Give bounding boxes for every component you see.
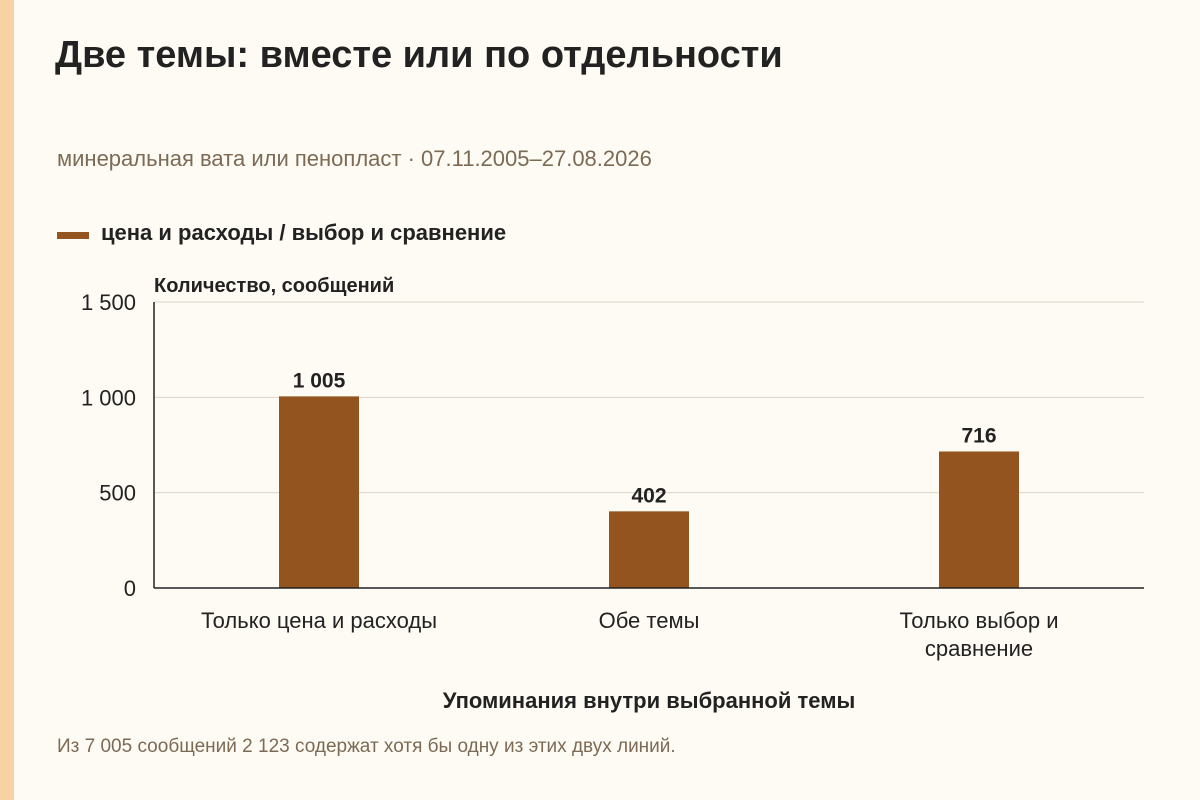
x-axis: Только цена и расходы Обе темы Только выбо… [154, 587, 1144, 661]
bar [939, 451, 1019, 588]
accent-stripe [0, 0, 14, 800]
chart-subtitle: минеральная вата или пенопласт · 07.11.2… [57, 146, 652, 171]
y-axis: 0 500 1 000 1 500 [81, 290, 155, 601]
y-tick-label: 500 [99, 481, 136, 506]
legend: цена и расходы / выбор и сравнение [57, 218, 506, 248]
bars [279, 396, 1019, 588]
x-tick-label: Только цена и расходы [201, 608, 437, 633]
legend-swatch [57, 231, 89, 239]
y-axis-title: Количество, сообщений [154, 275, 394, 297]
y-tick-label: 0 [124, 576, 136, 601]
x-tick-label: Только выбор и сравнение [900, 608, 1059, 661]
bar [609, 511, 689, 588]
y-tick-label: 1 000 [81, 385, 136, 410]
x-tick-label: Обе темы [599, 608, 700, 633]
legend-label: цена и расходы / выбор и сравнение [101, 220, 507, 245]
bar-value-label: 1 005 [293, 369, 346, 392]
x-axis-title: Упоминания внутри выбранной темы [443, 688, 856, 713]
bar-value-label: 402 [631, 484, 666, 507]
value-labels: 1 005 402 716 [293, 369, 997, 507]
y-tick-label: 1 500 [81, 290, 136, 315]
bar-value-label: 716 [961, 424, 996, 447]
footnote: Из 7 005 сообщений 2 123 содержат хотя б… [57, 736, 676, 757]
bar [279, 396, 359, 588]
chart-title: Две темы: вместе или по отдельности [55, 34, 783, 76]
